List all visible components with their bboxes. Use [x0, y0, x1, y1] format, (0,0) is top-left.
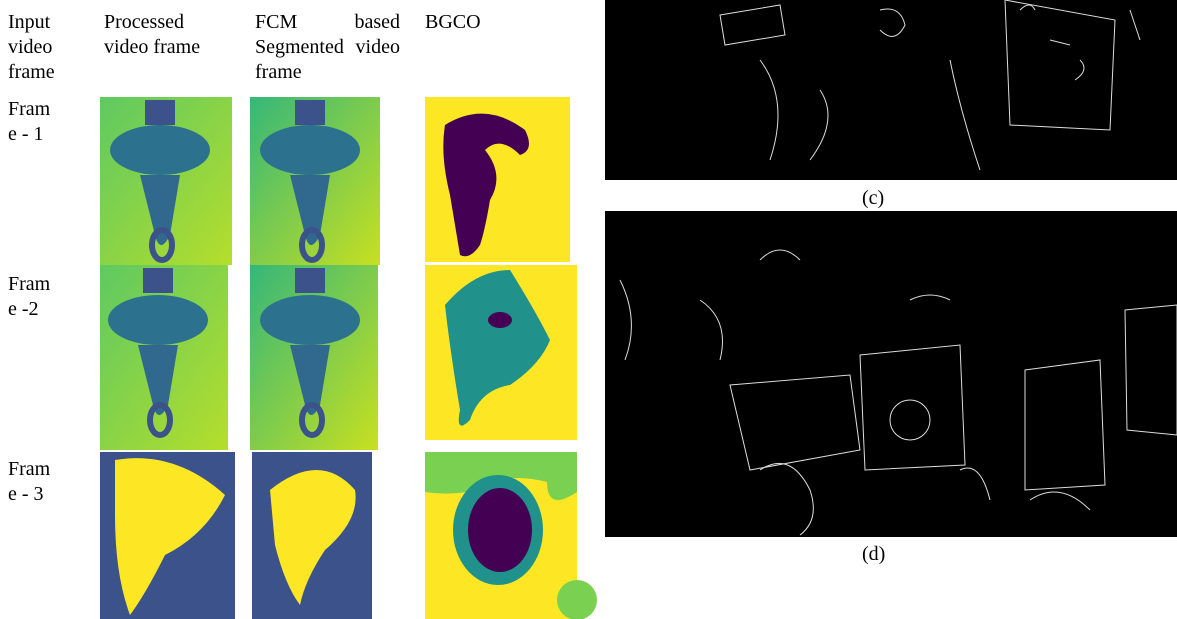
bgco-frame-3: [425, 452, 597, 619]
column-header: Processed video frame: [104, 10, 224, 60]
edge-map-c: [605, 0, 1177, 180]
bgco-frame-2: [425, 265, 577, 440]
figure-images: [0, 0, 1177, 619]
row-label: Frame -2: [8, 272, 54, 322]
processed-frame-2: [100, 265, 228, 450]
bgco-frame-1: [425, 97, 570, 262]
fcm-frame-3: [252, 452, 372, 619]
figure-page: Input video frame Processed video frame …: [0, 0, 1177, 619]
processed-frame-3: [100, 452, 235, 619]
caption: (c): [862, 186, 884, 211]
row-label: Frame - 1: [8, 97, 54, 147]
column-header: FCM based Segmented video frame: [255, 10, 400, 85]
column-header: BGCO: [425, 10, 481, 35]
fcm-frame-2: [250, 265, 378, 450]
processed-frame-1: [100, 97, 232, 265]
caption: (d): [862, 542, 885, 567]
edge-map-d: [605, 211, 1177, 537]
row-label: Frame - 3: [8, 457, 54, 507]
column-header: Input video frame: [8, 10, 70, 85]
fcm-frame-1: [250, 97, 380, 265]
